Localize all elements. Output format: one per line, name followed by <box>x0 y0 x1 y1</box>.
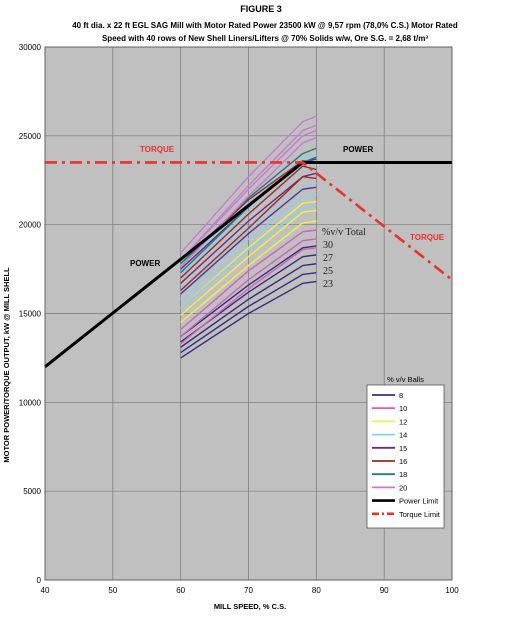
series-line-14 <box>180 193 317 300</box>
x-tick-label: 90 <box>380 586 389 595</box>
legend-label: Torque Limit <box>399 510 441 519</box>
series-line-14 <box>180 204 317 309</box>
series-line-10 <box>180 247 317 345</box>
legend-label: 15 <box>399 444 407 453</box>
legend-label: Power Limit <box>399 497 439 506</box>
torque-limit-line <box>45 161 453 281</box>
x-axis-label: MILL SPEED, % C.S. <box>214 602 286 611</box>
legend-label: 12 <box>399 417 407 426</box>
annotation-total-27: 27 <box>323 253 333 264</box>
y-axis-label: MOTOR POWER/TORQUE OUTPUT, kW @ MILL SHE… <box>2 267 11 463</box>
series-line-20 <box>180 124 317 261</box>
y-tick-label: 25000 <box>19 132 42 141</box>
tick-labels: 40 50 60 70 80 90 100 0 5000 10000 15000 20000 25000… <box>19 43 459 595</box>
series-line-15 <box>180 186 317 295</box>
series-line-10 <box>180 238 317 338</box>
legend-label: 8 <box>399 391 403 400</box>
annotation-torque-left: TORQUE <box>140 145 175 154</box>
series-line-8 <box>180 271 317 354</box>
x-tick-label: 70 <box>244 586 253 595</box>
series-line-20 <box>180 115 317 254</box>
x-tick-label: 60 <box>176 586 185 595</box>
chart-title-line1: 40 ft dia. x 22 ft EGL SAG Mill with Mot… <box>72 21 458 30</box>
x-tick-label: 80 <box>312 586 321 595</box>
legend-title: % v/v Balls <box>387 375 424 384</box>
chart-title-line2: Speed with 40 rows of New Shell Liners/L… <box>101 34 429 43</box>
y-tick-label: 15000 <box>19 310 42 319</box>
legend-entries: 8 10 12 14 15 16 18 20 Power Limit Torque Limit <box>372 391 441 519</box>
series-line-12 <box>180 209 317 316</box>
annotation-total-30: 30 <box>323 240 333 251</box>
reference-lines <box>44 160 453 368</box>
annotation-torque-right: TORQUE <box>410 233 445 242</box>
y-tick-label: 10000 <box>19 398 42 407</box>
series-line-12 <box>180 220 317 323</box>
series-line-8 <box>180 245 317 338</box>
y-tick-label: 5000 <box>23 487 41 496</box>
legend-label: 14 <box>399 431 407 440</box>
y-tick-label: 30000 <box>19 43 42 52</box>
x-tick-label: 100 <box>445 586 459 595</box>
annotation-total-25: 25 <box>323 266 333 277</box>
x-tick-label: 40 <box>41 586 50 595</box>
series-line-16 <box>180 175 317 291</box>
series-line-14 <box>180 154 317 267</box>
annotation-power-left: POWER <box>130 259 160 268</box>
series-line-16 <box>180 165 317 279</box>
legend: % v/v Balls 8 10 12 14 15 16 18 20 Power Limit To… <box>366 375 445 529</box>
legend-label: 16 <box>399 457 407 466</box>
series-line-8 <box>180 263 317 348</box>
annotation-total-header: %v/v Total <box>322 227 366 238</box>
x-tick-label: 50 <box>108 586 117 595</box>
y-tick-label: 20000 <box>19 221 42 230</box>
legend-label: 18 <box>399 470 407 479</box>
y-tick-label: 0 <box>37 576 42 585</box>
series-line-15 <box>180 172 317 284</box>
series-line-8 <box>180 280 317 359</box>
series-line-10 <box>180 229 317 331</box>
plot-frame <box>44 46 453 581</box>
annotation-total-23: 23 <box>323 279 333 290</box>
chart-title: 40 ft dia. x 22 ft EGL SAG Mill with Mot… <box>20 19 510 45</box>
annotation-power-right: POWER <box>343 145 373 154</box>
figure-label: FIGURE 3 <box>240 4 282 14</box>
series-line-14 <box>180 183 317 293</box>
legend-label: 20 <box>399 483 407 492</box>
legend-label: 10 <box>399 404 407 413</box>
